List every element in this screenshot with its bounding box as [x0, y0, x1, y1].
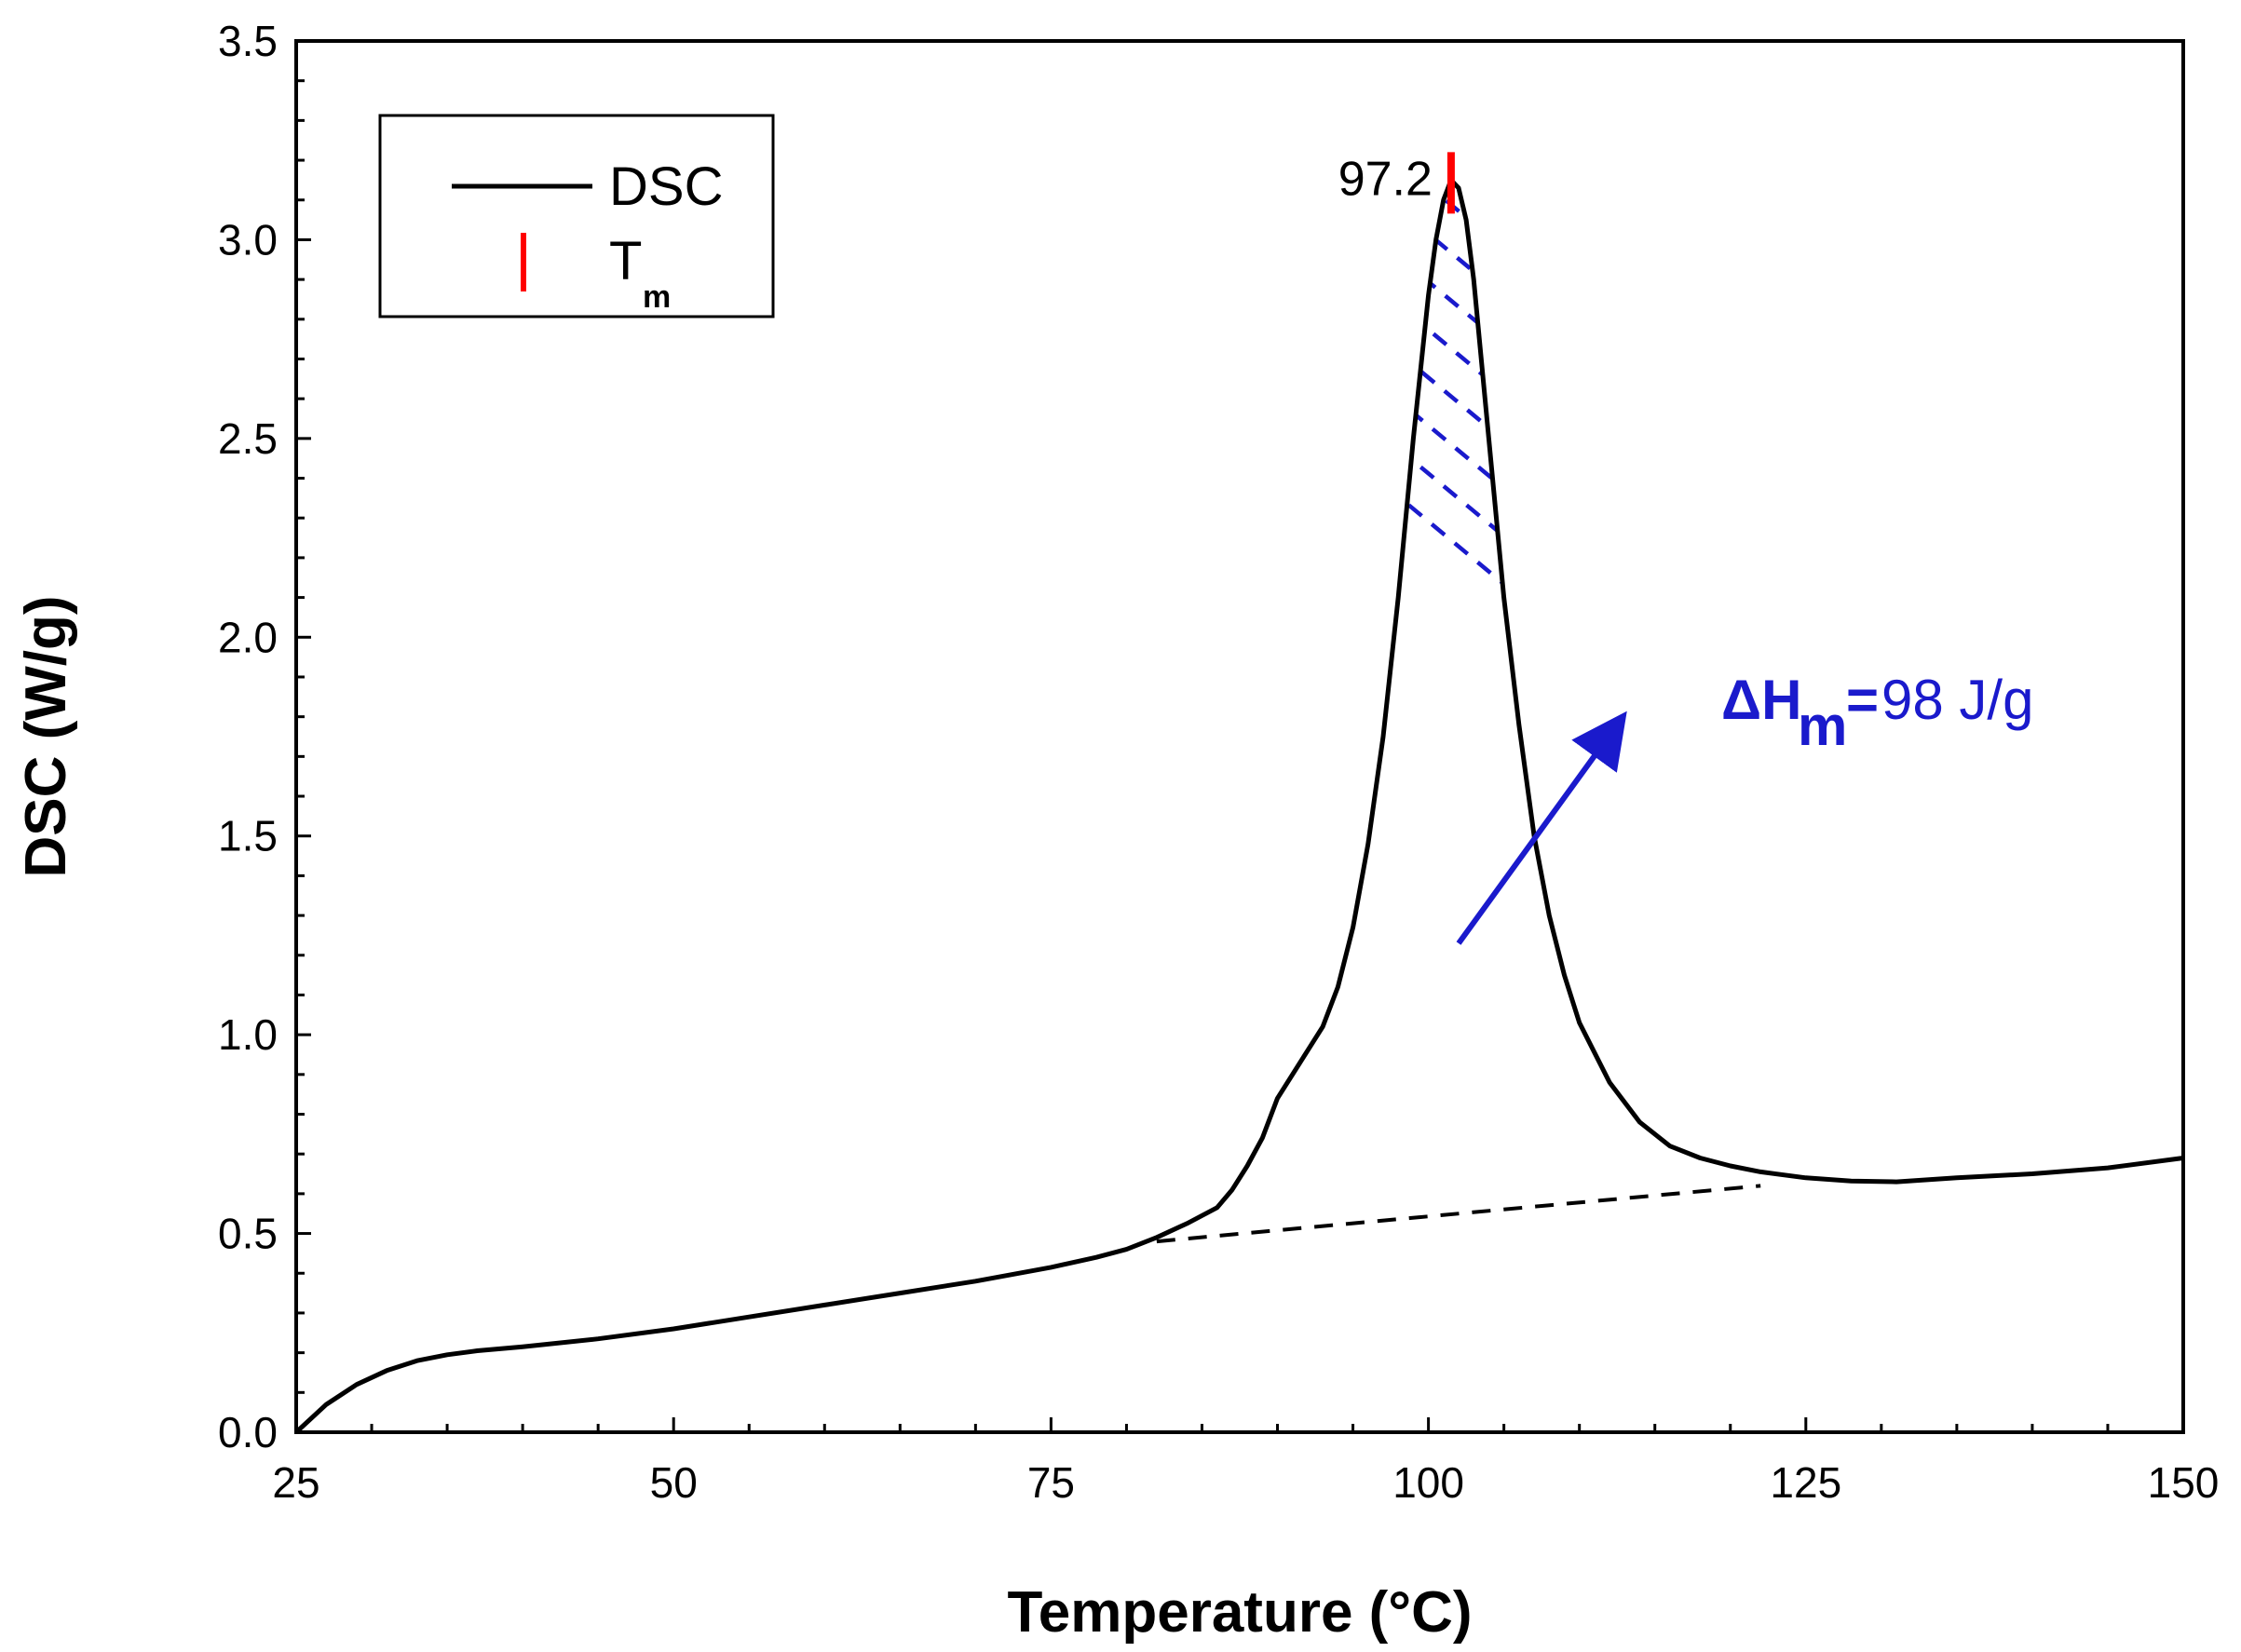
enthalpy-equals: =: [1846, 669, 1879, 731]
y-tick-label: 3.0: [218, 215, 278, 264]
x-tick-label: 100: [1392, 1458, 1464, 1507]
hatch-line: [1156, 180, 1761, 1242]
plot-frame: [294, 39, 2185, 1434]
x-tick-label: 75: [1027, 1458, 1075, 1507]
enthalpy-value: 98 J/g: [1881, 669, 2033, 731]
hatch-line: [1156, 180, 1761, 1242]
enthalpy-symbol: ΔH: [1721, 669, 1801, 731]
y-tick-label: 0.5: [218, 1210, 278, 1258]
x-axis-title: Temperature (°C): [1007, 1580, 1472, 1645]
hatch-line: [1156, 180, 1761, 1242]
y-tick-label: 3.5: [218, 17, 278, 65]
legend-label-tm: T: [609, 231, 642, 291]
x-tick-label: 125: [1770, 1458, 1841, 1507]
enthalpy-arrow: [1456, 711, 1627, 945]
x-tick-label: 150: [2148, 1458, 2220, 1507]
enthalpy-subscript: m: [1798, 695, 1847, 757]
y-tick-label: 0.0: [218, 1408, 278, 1456]
hatch-line: [1156, 180, 1761, 1242]
hatch-line: [1156, 180, 1761, 1242]
legend-label-dsc: DSC: [609, 156, 723, 217]
y-tick-label: 1.5: [218, 812, 278, 860]
y-axis-title: DSC (W/g): [14, 595, 78, 877]
enthalpy-annotation: ΔH m = 98 J/g: [1721, 669, 2033, 757]
y-tick-label: 2.5: [218, 414, 278, 463]
y-tick-labels: 0.0 0.5 1.0 1.5 2.0 2.5 3.0 3.5: [218, 17, 278, 1456]
x-tick-label: 25: [272, 1458, 319, 1507]
legend-sub-tm: m: [643, 279, 671, 315]
hatch-line: [1156, 180, 1761, 1242]
legend: DSC T m: [378, 114, 775, 318]
axis-ticks: [294, 39, 2185, 1434]
hatch-line: [1156, 180, 1761, 1242]
integration-baseline: [1156, 1184, 1761, 1244]
hatch-line: [1156, 180, 1761, 1242]
legend-box: [378, 114, 775, 318]
series-line-dsc: [294, 177, 2184, 1434]
x-tick-label: 50: [650, 1458, 698, 1507]
y-tick-label: 1.0: [218, 1010, 278, 1059]
hatch-line: [1156, 180, 1761, 1242]
x-tick-labels: 25 50 75 100 125 150: [272, 1458, 2219, 1507]
peak-label: 97.2: [1338, 152, 1433, 206]
hatch-line: [1170, 180, 1761, 1242]
y-tick-label: 2.0: [218, 613, 278, 661]
